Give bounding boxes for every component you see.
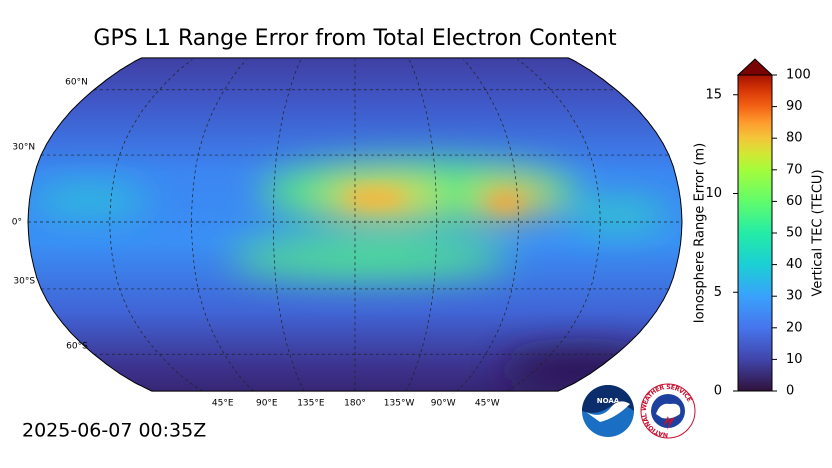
tec-field-peaks <box>345 189 523 210</box>
title: GPS L1 Range Error from Total Electron C… <box>93 26 617 51</box>
range_error-tick-label: 5 <box>714 285 722 300</box>
longitude-label: 45°W <box>475 399 500 409</box>
meridian <box>191 59 254 392</box>
timestamp: 2025-06-07 00:35Z <box>22 420 206 442</box>
map <box>28 57 682 392</box>
tec-tick-label: 60 <box>786 194 803 209</box>
latitude-label: 60°N <box>65 77 88 87</box>
latitude-label: 30°S <box>13 276 35 286</box>
tec-tick-label: 100 <box>786 68 811 83</box>
longitude-label: 135°E <box>297 399 325 409</box>
noaa-text: NOAA <box>597 397 620 405</box>
longitude-label: 90°W <box>431 399 456 409</box>
longitude-label: 135°W <box>384 399 415 409</box>
range_error-tick-label: 0 <box>714 384 722 399</box>
tec-tick-label: 70 <box>786 162 803 177</box>
range_error-tick-label: 15 <box>705 87 722 102</box>
nws-bolt <box>663 416 675 430</box>
tec-tick-label: 50 <box>786 226 803 241</box>
noaa-logo: NOAA <box>582 385 634 437</box>
colorbar-body <box>737 74 773 392</box>
colorbar <box>733 58 777 392</box>
tec-tick-label: 80 <box>786 131 803 146</box>
nws-logo: NATIONAL WEATHER SERVICE <box>640 383 696 439</box>
longitude-label: 90°E <box>256 399 278 409</box>
map-outline <box>27 57 683 392</box>
nws-cloud <box>656 403 681 419</box>
noaa-sky <box>582 385 634 413</box>
latitude-label: 60°S <box>66 342 88 352</box>
graticule <box>28 59 682 392</box>
meridian <box>456 59 519 392</box>
meridian <box>405 59 438 392</box>
colorbar-extend <box>736 58 774 76</box>
range-error-axis-label: Ionosphere Range Error (m) <box>693 143 708 323</box>
latitude-label: 30°N <box>12 143 35 153</box>
range_error-tick-label: 10 <box>705 186 722 201</box>
longitude-label: 180° <box>344 399 366 409</box>
latitude-label: 0° <box>12 218 22 228</box>
noaa-bird <box>586 401 630 422</box>
meridian <box>272 59 305 392</box>
tec-tick-label: 40 <box>786 257 803 272</box>
meridian <box>507 59 601 392</box>
tec-tick-label: 90 <box>786 99 803 114</box>
tec-tick-label: 10 <box>786 352 803 367</box>
tec-tick-label: 20 <box>786 320 803 335</box>
longitude-label: 45°E <box>212 399 234 409</box>
tec-tick-label: 30 <box>786 289 803 304</box>
meridian <box>109 59 203 392</box>
tec-tick-label: 0 <box>786 384 794 399</box>
tec-axis-label: Vertical TEC (TECU) <box>811 169 826 296</box>
